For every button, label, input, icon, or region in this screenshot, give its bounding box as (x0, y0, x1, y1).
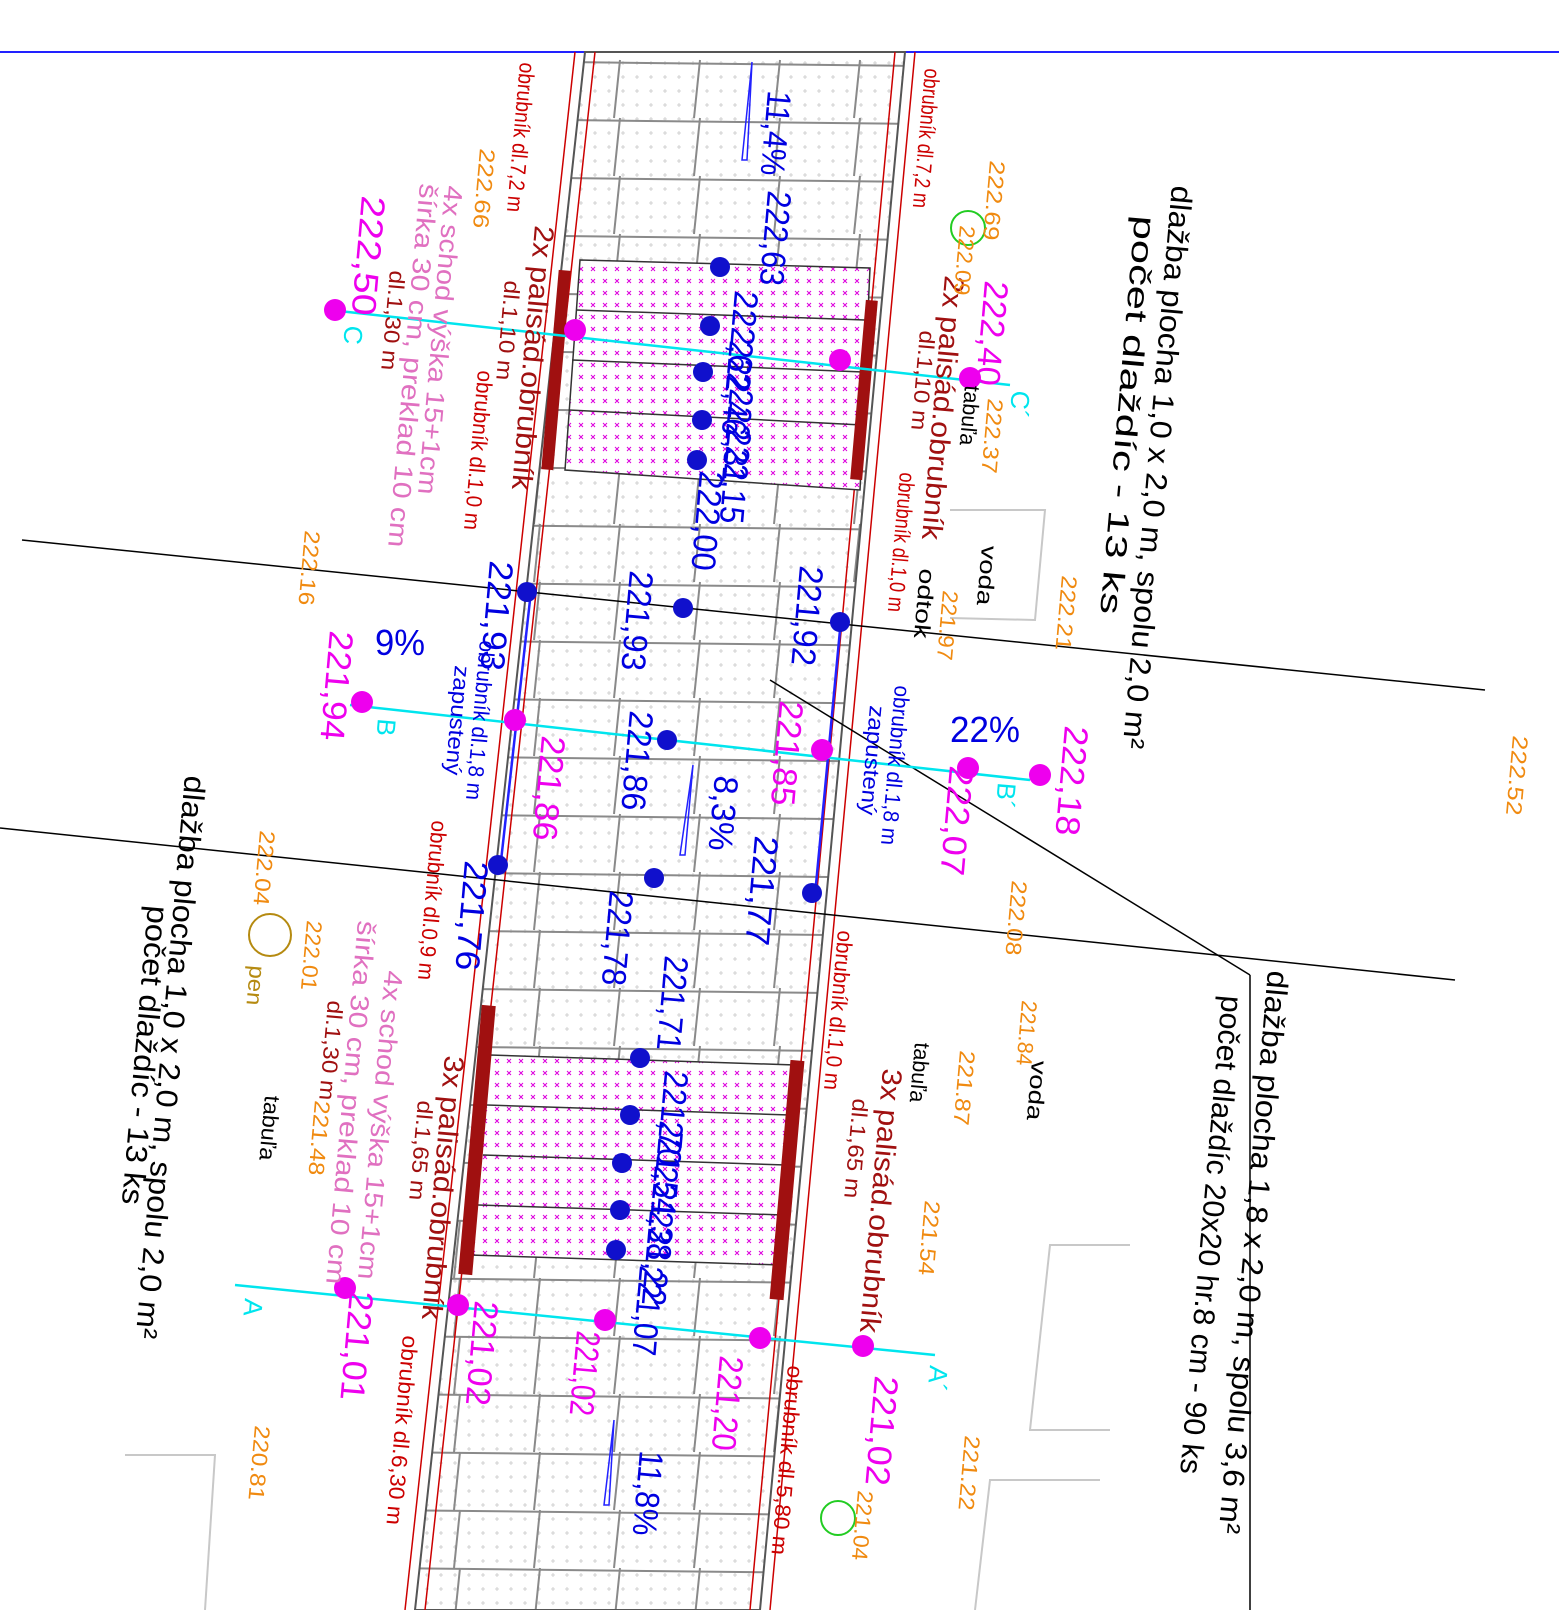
survey-elevation: 222.01 (296, 920, 327, 992)
slope-label: 11,8% (625, 1449, 670, 1537)
spot-elevation: 221,54 (644, 1119, 690, 1217)
annotation-labels: dlažba plocha 1,0 x 2,0 m, spolu 2,0 m²p… (115, 62, 1533, 1562)
spot-elevation: 221,07 (624, 1264, 670, 1357)
lower-stairs (458, 1004, 805, 1301)
spot-elevation: 221,92 (783, 564, 830, 667)
section-label: B´ (990, 781, 1022, 810)
curb-label: obrubník dl.7,2 m (908, 68, 945, 210)
spot-elevation: 221,93 (472, 559, 519, 672)
design-elevation: 221,02 (458, 1299, 505, 1407)
spot-elevation: 221,71 (649, 954, 695, 1052)
sign-label: tabuľa (905, 1042, 935, 1105)
slope-label: 11,4% (753, 89, 798, 177)
boundary-lines (0, 539, 1486, 1610)
magenta-level-markers (324, 299, 1051, 1357)
slope-label: 9% (375, 622, 425, 663)
design-elevation: 221,85 (763, 699, 810, 807)
upper-stairs (541, 259, 878, 491)
drain-label: odtok (909, 568, 940, 641)
tree-marker (820, 1500, 856, 1536)
spot-elevation: 221,78 (594, 889, 640, 987)
curb-label: obrubník dl.0,9 m (413, 820, 452, 982)
design-elevation: 222,40 (968, 279, 1015, 387)
design-elevation: 221,02 (857, 1374, 904, 1487)
sign-label: tabuľa (955, 385, 985, 448)
spot-elevation: 221,22 (634, 1209, 680, 1307)
survey-elevation: 221.22 (953, 1435, 984, 1512)
survey-elevation: 222.16 (293, 530, 324, 607)
survey-elevation: 222.08 (1000, 880, 1031, 957)
spot-elevation: 222,00 (683, 469, 730, 572)
spot-elevation: 222,15 (712, 427, 758, 525)
spot-elevation: 221,86 (613, 709, 660, 812)
survey-elevation: 222.66 (468, 148, 500, 230)
design-elevation: 222,07 (932, 764, 979, 877)
property-outlines (125, 509, 1130, 1610)
design-elevation: 222,18 (1047, 724, 1094, 837)
spot-elevation: 222,63 (752, 189, 798, 287)
design-elevation: 221,86 (525, 734, 572, 842)
survey-elevation: 221.04 (847, 1490, 878, 1562)
spot-elevation: 221,38 (639, 1164, 685, 1262)
water-label: voda (1022, 1060, 1052, 1123)
section-label: A (237, 1297, 268, 1318)
design-elevation: 221,01 (332, 1289, 379, 1402)
section-label: A´ (922, 1364, 954, 1393)
design-elevation: 221,02 (562, 1329, 607, 1417)
tree-marker (950, 210, 986, 246)
water-label: voda (972, 545, 1002, 608)
survey-elevation: 221.48 (303, 1100, 334, 1177)
survey-elevation: 221.54 (913, 1200, 944, 1277)
stump-marker (248, 913, 292, 957)
design-elevation: 221,94 (312, 629, 359, 742)
curb-label: obrubník dl.1,0 m (819, 930, 858, 1092)
sign-label: tabuľa (254, 1095, 285, 1163)
spot-elevation: 221,93 (613, 569, 660, 672)
survey-elevation: 222.09 (949, 225, 980, 297)
survey-elevation: 222.21 (1050, 575, 1081, 652)
survey-elevation: 222.69 (978, 160, 1010, 242)
survey-elevation: 221.84 (1011, 1000, 1042, 1067)
sunken-curbs (498, 599, 842, 896)
blue-level-markers (488, 257, 850, 1260)
slope-arrows (603, 61, 753, 1506)
spot-elevation: 222,31 (714, 387, 760, 485)
slope-label: 22% (950, 709, 1020, 750)
survey-elevation: 222.04 (248, 830, 279, 907)
survey-elevation: 222.52 (1501, 735, 1533, 817)
slope-label: 8,3% (700, 774, 744, 852)
spot-elevation: 221,70 (649, 1069, 695, 1167)
curb-label: obrubník dl.7,2 m (502, 62, 540, 214)
section-label: C (337, 324, 369, 345)
curb-label: obrubník dl.1,0 m (459, 370, 498, 532)
spot-elevation: 222,46 (714, 339, 760, 437)
survey-elevation: 221.97 (932, 590, 963, 662)
survey-elevation: 220.81 (243, 1425, 274, 1502)
design-elevation: 221,20 (704, 1354, 750, 1452)
section-label: B (371, 717, 402, 737)
spot-elevation: 222,62 (718, 289, 765, 392)
section-label: C´ (1004, 389, 1036, 419)
survey-elevation: 221.87 (948, 1050, 979, 1127)
stump-label: pen (242, 965, 270, 1007)
